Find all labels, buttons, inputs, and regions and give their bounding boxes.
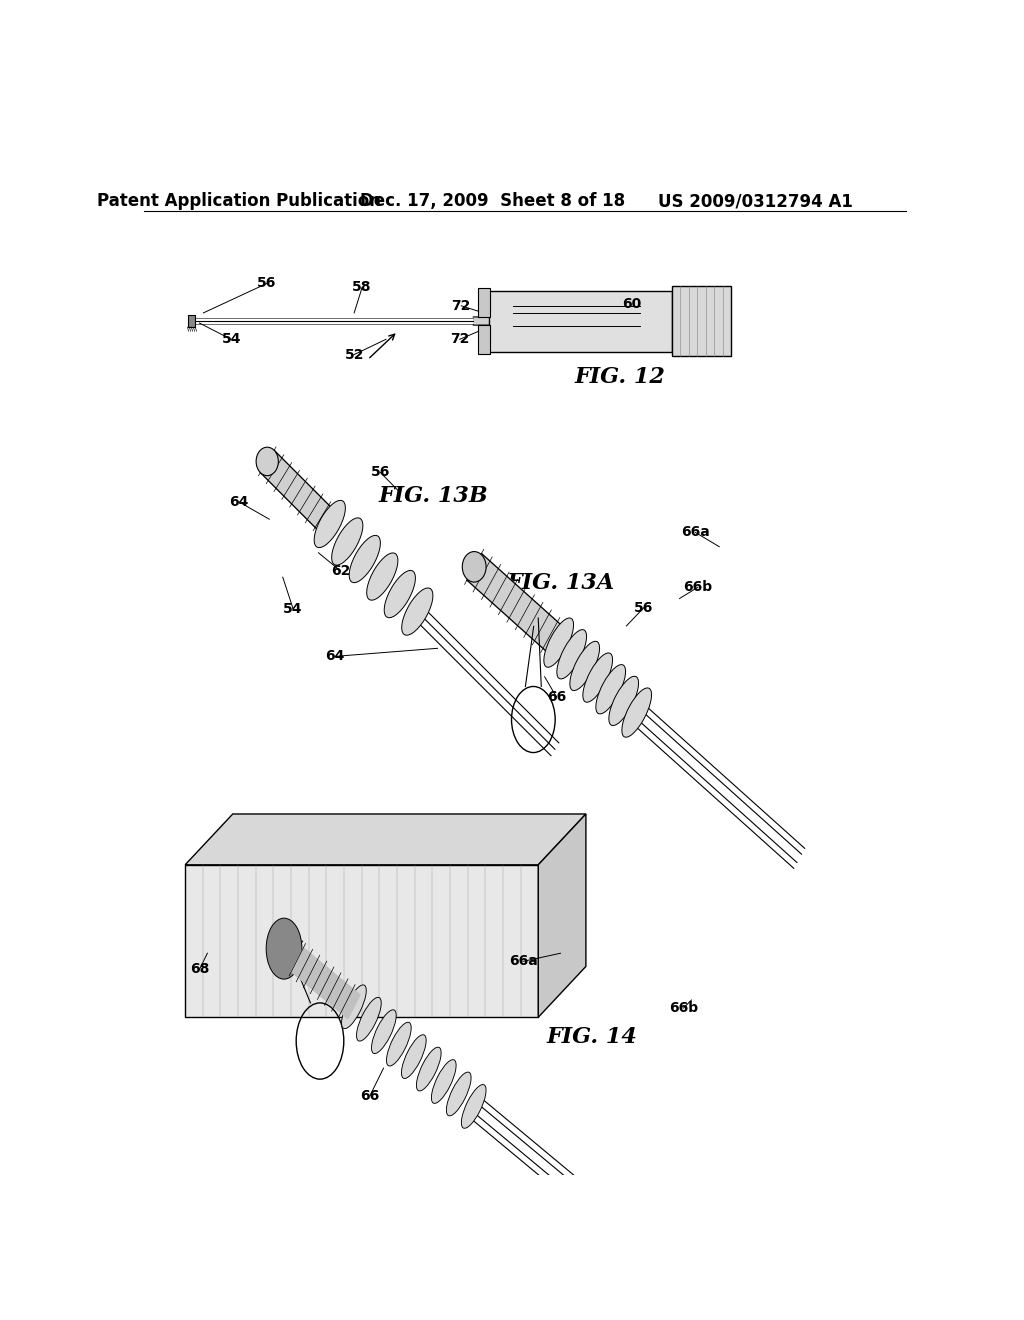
Polygon shape [489, 290, 672, 351]
Ellipse shape [569, 642, 600, 690]
Text: 64: 64 [229, 495, 249, 510]
Text: 72: 72 [450, 333, 469, 346]
Ellipse shape [367, 553, 398, 601]
Text: 56: 56 [634, 601, 653, 615]
Text: 62: 62 [331, 564, 350, 578]
Ellipse shape [431, 1060, 456, 1104]
Ellipse shape [462, 1085, 486, 1129]
Text: FIG. 13B: FIG. 13B [379, 484, 488, 507]
Polygon shape [478, 289, 489, 317]
Text: US 2009/0312794 A1: US 2009/0312794 A1 [657, 193, 852, 210]
Ellipse shape [557, 630, 587, 678]
Text: 66a: 66a [681, 525, 710, 540]
Text: 56: 56 [257, 276, 276, 290]
Ellipse shape [356, 998, 381, 1041]
Text: 64: 64 [325, 649, 344, 664]
Ellipse shape [384, 570, 416, 618]
Ellipse shape [342, 985, 367, 1028]
Text: 66b: 66b [669, 1001, 698, 1015]
Ellipse shape [372, 1010, 396, 1053]
Ellipse shape [386, 1022, 412, 1067]
Circle shape [462, 552, 486, 582]
Text: 66: 66 [360, 1089, 380, 1102]
Text: 66: 66 [547, 690, 566, 704]
Ellipse shape [446, 1072, 471, 1115]
Text: 54: 54 [284, 602, 303, 615]
Text: 72: 72 [452, 298, 471, 313]
Ellipse shape [544, 618, 573, 668]
Ellipse shape [266, 919, 302, 979]
Polygon shape [185, 865, 539, 1018]
Text: 66b: 66b [683, 581, 713, 594]
Bar [187, 315, 196, 327]
Text: 68: 68 [189, 962, 209, 977]
Text: Dec. 17, 2009  Sheet 8 of 18: Dec. 17, 2009 Sheet 8 of 18 [360, 193, 626, 210]
Polygon shape [467, 553, 566, 656]
Ellipse shape [401, 1035, 426, 1078]
Text: 56: 56 [371, 466, 390, 479]
Polygon shape [185, 814, 586, 865]
Text: Patent Application Publication: Patent Application Publication [97, 193, 381, 210]
Polygon shape [478, 325, 489, 354]
Ellipse shape [596, 664, 626, 714]
Text: FIG. 12: FIG. 12 [574, 366, 666, 388]
Text: FIG. 13A: FIG. 13A [507, 573, 614, 594]
Polygon shape [260, 450, 337, 535]
Text: 52: 52 [344, 347, 364, 362]
Polygon shape [539, 814, 586, 1018]
Ellipse shape [314, 500, 345, 548]
Ellipse shape [401, 587, 433, 635]
Text: 54: 54 [221, 333, 241, 346]
Ellipse shape [622, 688, 651, 738]
Bar [672, 286, 731, 355]
Text: 70: 70 [285, 948, 304, 962]
Ellipse shape [417, 1047, 441, 1090]
Polygon shape [291, 948, 360, 1019]
Ellipse shape [332, 517, 362, 565]
Text: 58: 58 [352, 280, 372, 294]
Circle shape [256, 447, 279, 475]
Text: 66a: 66a [509, 954, 538, 969]
Ellipse shape [583, 653, 612, 702]
Ellipse shape [349, 536, 380, 582]
Text: FIG. 14: FIG. 14 [547, 1026, 638, 1048]
Text: 60: 60 [623, 297, 642, 310]
Ellipse shape [609, 676, 639, 726]
